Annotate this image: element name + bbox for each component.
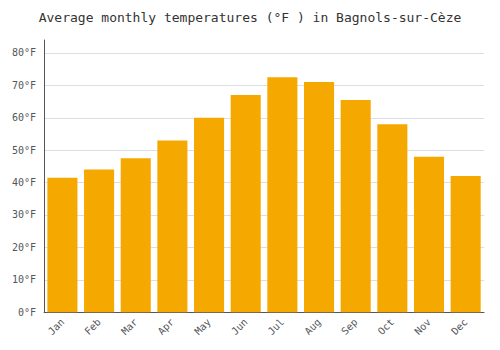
svg-text:Mar: Mar: [119, 316, 140, 337]
svg-text:Feb: Feb: [82, 316, 103, 337]
svg-text:40°F: 40°F: [12, 177, 36, 188]
svg-text:May: May: [192, 316, 213, 337]
svg-text:60°F: 60°F: [12, 112, 36, 123]
svg-text:Jan: Jan: [46, 316, 67, 337]
svg-text:80°F: 80°F: [12, 47, 36, 58]
svg-text:Oct: Oct: [376, 316, 397, 337]
svg-text:Average monthly temperatures (: Average monthly temperatures (°F ) in Ba…: [39, 10, 462, 25]
svg-text:Nov: Nov: [412, 316, 433, 337]
svg-text:Sep: Sep: [339, 316, 360, 337]
svg-text:Jun: Jun: [229, 316, 250, 337]
svg-text:Jul: Jul: [266, 316, 287, 337]
svg-text:30°F: 30°F: [12, 209, 36, 220]
svg-text:70°F: 70°F: [12, 80, 36, 91]
svg-text:Aug: Aug: [302, 316, 323, 337]
svg-text:50°F: 50°F: [12, 145, 36, 156]
svg-text:20°F: 20°F: [12, 242, 36, 253]
svg-text:10°F: 10°F: [12, 274, 36, 285]
svg-text:Dec: Dec: [449, 316, 470, 337]
svg-text:Apr: Apr: [156, 316, 177, 337]
svg-text:0°F: 0°F: [18, 307, 36, 318]
